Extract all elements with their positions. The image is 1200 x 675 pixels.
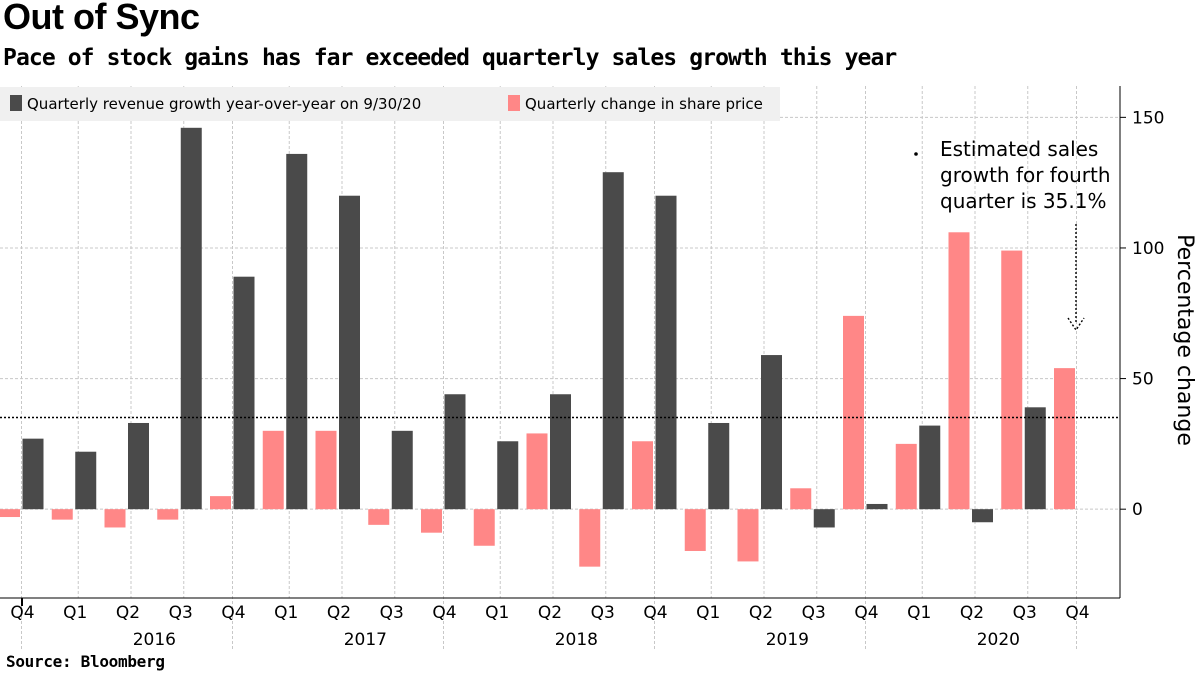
x-tick-label: Q1: [485, 603, 509, 623]
share-price-bar: [1054, 368, 1075, 510]
x-tick-label: Q4: [1065, 603, 1089, 623]
x-tick-label: Q3: [1013, 603, 1037, 623]
y-tick-label: 0: [1132, 500, 1143, 520]
chart-title: Out of Sync: [3, 0, 200, 37]
x-tick-label: Q1: [274, 603, 298, 623]
share-price-bar: [315, 430, 337, 510]
x-tick-label: Q2: [538, 603, 562, 623]
year-label: 2019: [766, 630, 809, 650]
revenue-growth-bar: [444, 394, 466, 510]
share-price-bar: [473, 509, 495, 546]
revenue-growth-bar: [75, 451, 97, 510]
x-tick-label: Q4: [854, 603, 878, 623]
share-price-bar: [421, 509, 442, 533]
x-tick-label: Q3: [591, 603, 615, 623]
share-price-bar: [157, 509, 179, 520]
x-tick-label: Q4: [643, 603, 667, 623]
revenue-growth-bar: [1024, 407, 1046, 510]
share-price-bar: [684, 509, 706, 551]
share-price-bar: [632, 441, 653, 510]
revenue-growth-bar: [128, 422, 149, 510]
legend: Quarterly revenue growth year-over-year …: [0, 87, 780, 121]
annotation-text: Estimated sales: [940, 137, 1098, 161]
share-price-bar: [210, 496, 231, 510]
share-price-bar: [843, 315, 864, 510]
share-price-bar: [526, 433, 548, 510]
share-price-bar: [895, 443, 917, 510]
axis-layer: 0 50 100 150 Q4 Q1 Q2 Q3 Q4 Q1 Q2 Q3 Q4 Q1 Q2 Q3 Q4 Q1 Q2 Q…: [0, 86, 1197, 650]
annotation-arrow-head: [1067, 317, 1085, 332]
x-tick-label: Q2: [749, 603, 773, 623]
y-tick-label: 100: [1132, 239, 1164, 259]
year-label: 2016: [133, 630, 176, 650]
x-tick-label: Q4: [432, 603, 456, 623]
legend-background: [0, 87, 780, 121]
annotation-text: growth for fourth: [940, 163, 1111, 187]
x-tick-label: Q3: [380, 603, 404, 623]
share-price-bar: [262, 430, 284, 510]
year-label: 2018: [555, 630, 598, 650]
share-price-bar: [1001, 250, 1023, 510]
legend-swatch: [508, 95, 520, 111]
y-tick-label: 150: [1132, 108, 1164, 128]
x-tick-label: Q4: [221, 603, 245, 623]
revenue-growth-bar: [22, 438, 44, 510]
x-tick-label: Q1: [63, 603, 87, 623]
bars-layer: [0, 127, 1075, 567]
revenue-growth-bar: [655, 195, 677, 510]
x-tick-label: Q2: [960, 603, 984, 623]
y-tick-label: 50: [1132, 370, 1154, 390]
annotation-text: quarter is 35.1%: [940, 189, 1106, 213]
revenue-growth-bar: [919, 425, 941, 510]
share-price-bar: [51, 509, 73, 520]
share-price-bar: [790, 488, 812, 510]
revenue-growth-bar: [866, 503, 888, 510]
revenue-growth-bar: [233, 276, 255, 510]
revenue-growth-bar: [339, 195, 360, 510]
x-tick-label: Q2: [327, 603, 351, 623]
share-price-bar: [579, 509, 601, 567]
legend-swatch: [10, 95, 22, 111]
revenue-growth-bar: [708, 422, 730, 510]
chart-subtitle: Pace of stock gains has far exceeded qua…: [3, 45, 897, 71]
annotation-dot: [914, 152, 918, 156]
x-tick-label: Q1: [907, 603, 931, 623]
share-price-bar: [104, 509, 126, 528]
revenue-growth-bar: [602, 172, 624, 510]
y-axis-label: Percentage change: [1172, 234, 1197, 446]
year-label: 2020: [977, 630, 1020, 650]
revenue-growth-bar: [497, 441, 519, 510]
revenue-growth-bar: [550, 394, 571, 510]
x-tick-label: Q3: [169, 603, 193, 623]
share-price-bar: [0, 509, 20, 518]
revenue-growth-bar: [391, 430, 413, 510]
revenue-growth-bar: [286, 153, 308, 510]
share-price-bar: [737, 509, 759, 562]
legend-label: Quarterly revenue growth year-over-year …: [27, 95, 421, 113]
share-price-bar: [368, 509, 390, 525]
x-tick-label: Q2: [116, 603, 140, 623]
x-tick-label: Q1: [696, 603, 720, 623]
year-label: 2017: [344, 630, 387, 650]
source-note: Source: Bloomberg: [6, 652, 165, 671]
revenue-growth-bar: [813, 509, 835, 528]
revenue-growth-bar: [180, 127, 202, 510]
revenue-growth-bar: [972, 509, 993, 523]
x-tick-label: Q3: [802, 603, 826, 623]
revenue-growth-bar: [761, 355, 782, 510]
legend-label: Quarterly change in share price: [525, 95, 763, 113]
x-tick-label: Q4: [10, 603, 34, 623]
share-price-bar: [948, 232, 970, 510]
